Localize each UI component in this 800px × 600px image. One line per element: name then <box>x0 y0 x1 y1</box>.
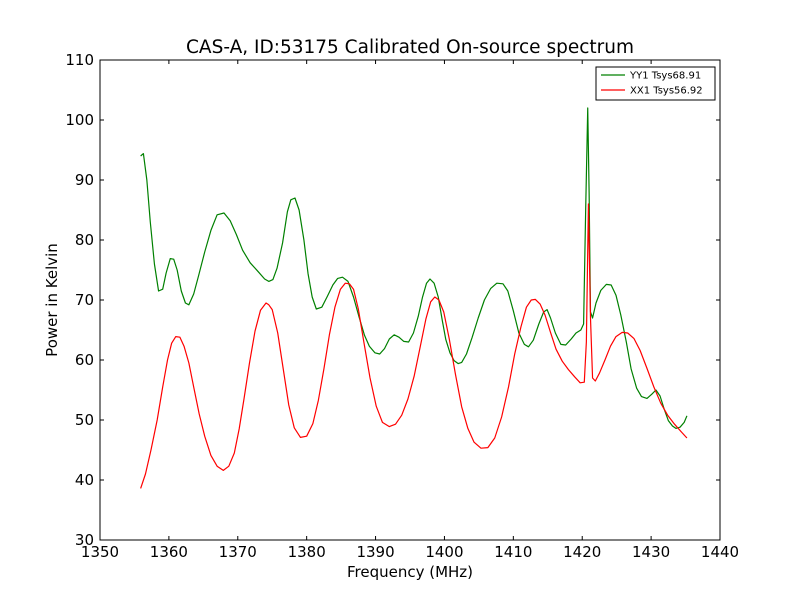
series-line-xx1 <box>140 203 688 489</box>
y-tick-label: 30 <box>75 531 94 549</box>
legend-label-xx1: XX1 Tsys56.92 <box>630 86 703 97</box>
x-tick-label: 1420 <box>563 543 601 561</box>
x-tick-label: 1410 <box>494 543 532 561</box>
y-tick-label: 80 <box>75 231 94 249</box>
x-tick-label: 1370 <box>219 543 257 561</box>
x-tick-label: 1360 <box>150 543 188 561</box>
series-line-yy1 <box>140 107 688 429</box>
y-tick-label: 40 <box>75 471 94 489</box>
series-layer <box>140 107 688 489</box>
plot-area <box>100 60 720 540</box>
x-axis-label: Frequency (MHz) <box>347 563 473 581</box>
legend-box <box>595 66 716 101</box>
x-tick-label: 1440 <box>701 543 739 561</box>
y-tick-label: 100 <box>65 111 94 129</box>
y-tick-label: 70 <box>75 291 94 309</box>
x-tick-label: 1350 <box>81 543 119 561</box>
y-tick-label: 60 <box>75 351 94 369</box>
x-tick-label: 1400 <box>425 543 463 561</box>
x-tick-label: 1380 <box>288 543 326 561</box>
y-tick-label: 50 <box>75 411 94 429</box>
chart-title: CAS-A, ID:53175 Calibrated On-source spe… <box>186 37 634 58</box>
x-tick-label: 1390 <box>356 543 394 561</box>
x-tick-label: 1430 <box>632 543 670 561</box>
y-axis-label: Power in Kelvin <box>43 243 61 357</box>
tick-layer: 1350 1360 1370 1380 1390 1400 1410 1420 1430 1440… <box>65 51 739 561</box>
legend-label-yy1: YY1 Tsys68.91 <box>629 71 701 82</box>
legend: YY1 Tsys68.91 XX1 Tsys56.92 <box>595 66 716 101</box>
y-tick-label: 90 <box>75 171 94 189</box>
y-tick-label: 110 <box>65 51 94 69</box>
